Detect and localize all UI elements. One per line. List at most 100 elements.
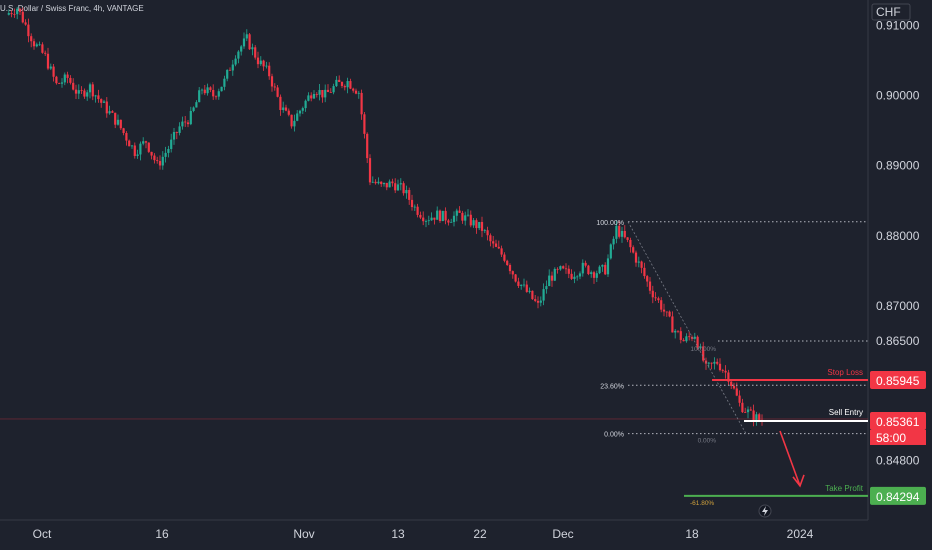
time-tick-label: Nov bbox=[293, 527, 314, 541]
candle-body bbox=[520, 284, 523, 286]
candle-body bbox=[534, 299, 537, 301]
candle-body bbox=[200, 89, 204, 91]
candle-body bbox=[665, 311, 668, 313]
candle-body bbox=[321, 90, 324, 98]
candle-body bbox=[60, 82, 64, 84]
candle-body bbox=[598, 266, 601, 274]
candle-body bbox=[528, 290, 531, 292]
time-tick-label: Dec bbox=[552, 527, 573, 541]
sell-entry-badge bbox=[870, 411, 926, 430]
candle-body bbox=[716, 361, 719, 364]
candle-body bbox=[674, 330, 677, 333]
candle-body bbox=[592, 272, 596, 278]
sell-entry-countdown: 58:00 bbox=[876, 431, 906, 445]
time-axis[interactable]: Oct 16 Nov 13 22 Dec 18 2024 bbox=[33, 527, 814, 541]
candle-body bbox=[256, 57, 260, 65]
candle-body bbox=[511, 271, 514, 275]
candle-body bbox=[738, 395, 741, 403]
candle-body bbox=[203, 89, 206, 94]
candle-body bbox=[158, 161, 162, 166]
candle-body bbox=[410, 199, 414, 208]
candle-body bbox=[536, 300, 540, 303]
candle-body bbox=[394, 183, 397, 191]
candle-body bbox=[102, 101, 106, 103]
candle-body bbox=[105, 101, 108, 114]
candle-body bbox=[130, 145, 134, 147]
price-tick-label: 0.89000 bbox=[876, 159, 920, 173]
take-profit-label: Take Profit bbox=[825, 484, 864, 493]
candle-body bbox=[13, 14, 16, 15]
target-arrow bbox=[779, 430, 801, 487]
time-tick-label: 22 bbox=[473, 527, 487, 541]
candlestick-series bbox=[7, 6, 764, 427]
candle-body bbox=[550, 275, 554, 281]
candle-body bbox=[553, 268, 556, 281]
candle-body bbox=[259, 60, 262, 65]
candle-body bbox=[548, 275, 551, 287]
candle-body bbox=[354, 90, 358, 94]
candle-body bbox=[74, 89, 78, 94]
candle-body bbox=[279, 96, 282, 110]
candle-body bbox=[94, 95, 97, 97]
candle-body bbox=[343, 86, 346, 88]
candle-body bbox=[116, 119, 120, 125]
candle-body bbox=[209, 87, 212, 90]
time-tick-label: 2024 bbox=[787, 527, 814, 541]
candle-body bbox=[181, 121, 184, 127]
candle-body bbox=[108, 111, 111, 114]
candle-body bbox=[324, 89, 327, 98]
candle-body bbox=[749, 409, 752, 411]
candle-body bbox=[273, 86, 276, 88]
candle-body bbox=[195, 102, 198, 108]
candle-body bbox=[567, 268, 570, 274]
candle-body bbox=[97, 95, 100, 100]
candle-body bbox=[503, 254, 506, 261]
candle-body bbox=[18, 8, 22, 12]
candle-body bbox=[248, 34, 251, 50]
candle-body bbox=[357, 92, 360, 94]
annotations: 100.00% 23.60% 0.00% 100.00% 0.00% -61.80% Sto… bbox=[0, 220, 868, 518]
candle-body bbox=[298, 110, 302, 114]
candle-body bbox=[497, 246, 500, 249]
candle-body bbox=[408, 190, 411, 200]
candle-body bbox=[332, 86, 335, 93]
candle-body bbox=[7, 13, 10, 15]
candle-body bbox=[346, 81, 349, 88]
lightning-icon-glyph bbox=[762, 506, 768, 516]
candle-body bbox=[133, 145, 136, 156]
candle-body bbox=[220, 86, 223, 92]
fib-label-100: 100.00% bbox=[596, 220, 624, 227]
candle-body bbox=[178, 126, 181, 133]
candle-body bbox=[413, 206, 416, 208]
candle-body bbox=[66, 74, 69, 78]
candle-body bbox=[699, 346, 702, 349]
candle-body bbox=[657, 298, 660, 301]
candle-body bbox=[587, 265, 590, 275]
time-tick-label: 18 bbox=[685, 527, 699, 541]
candle-body bbox=[590, 272, 593, 275]
candle-body bbox=[58, 83, 61, 84]
sell-entry-countdown-badge bbox=[870, 429, 926, 445]
candle-body bbox=[615, 225, 618, 239]
candle-body bbox=[710, 362, 713, 364]
candle-body bbox=[494, 243, 498, 247]
currency-label: CHF bbox=[876, 5, 901, 19]
candle-body bbox=[654, 297, 657, 299]
candle-body bbox=[282, 107, 285, 110]
candle-body bbox=[746, 409, 750, 413]
candle-body bbox=[217, 91, 220, 97]
candle-body bbox=[735, 388, 738, 396]
price-tick-label: 0.88000 bbox=[876, 229, 920, 243]
candle-body bbox=[293, 120, 296, 127]
candle-body bbox=[514, 274, 517, 282]
candle-body bbox=[366, 133, 369, 159]
candle-body bbox=[632, 247, 635, 253]
candle-body bbox=[164, 152, 167, 157]
candle-body bbox=[10, 13, 13, 15]
candle-body bbox=[72, 82, 75, 90]
candle-body bbox=[284, 107, 288, 111]
target-arrow-head bbox=[792, 474, 805, 488]
candle-body bbox=[758, 414, 761, 420]
